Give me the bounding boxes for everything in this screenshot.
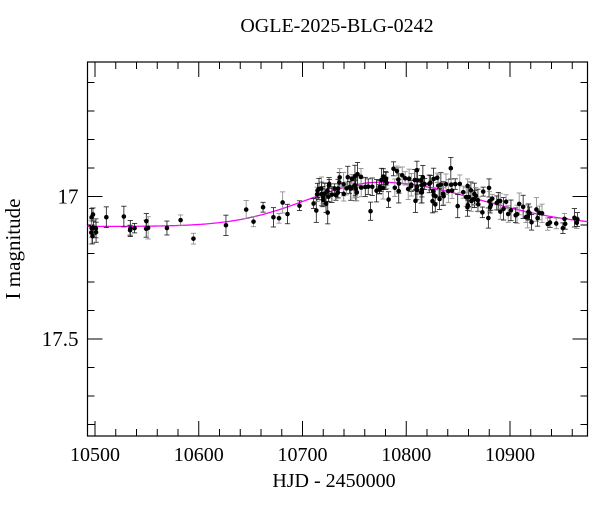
svg-text:17.5: 17.5 bbox=[42, 327, 79, 351]
svg-text:HJD - 2450000: HJD - 2450000 bbox=[272, 470, 395, 492]
svg-text:OGLE-2025-BLG-0242: OGLE-2025-BLG-0242 bbox=[240, 15, 433, 37]
svg-text:10700: 10700 bbox=[278, 444, 328, 466]
svg-text:10500: 10500 bbox=[70, 444, 120, 466]
svg-text:10600: 10600 bbox=[174, 444, 224, 466]
svg-text:10800: 10800 bbox=[381, 444, 431, 466]
svg-text:I magnitude: I magnitude bbox=[1, 199, 25, 300]
svg-text:10900: 10900 bbox=[485, 444, 535, 466]
svg-text:17: 17 bbox=[58, 185, 79, 209]
